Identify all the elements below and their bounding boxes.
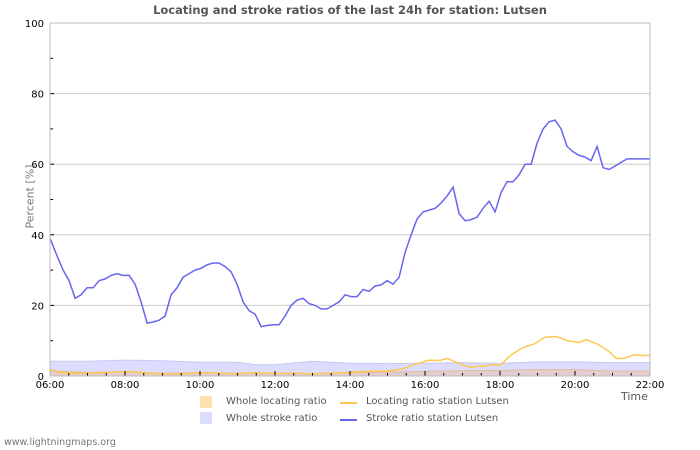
- whole-locating-swatch-icon: [200, 396, 212, 408]
- locating-line-swatch-icon: [340, 402, 357, 404]
- legend-whole-stroke: Whole stroke ratio: [226, 413, 318, 424]
- svg-text:14:00: 14:00: [336, 380, 365, 391]
- y-axis-label: Percent [%]: [23, 164, 37, 229]
- axes: 0 20 40 60 80 100 06:00 08:00 10:00 12:00 14:00 16:…: [25, 19, 665, 391]
- svg-text:40: 40: [31, 231, 44, 242]
- legend-whole-locating: Whole locating ratio: [226, 396, 327, 407]
- x-axis-label: Time: [621, 390, 648, 403]
- svg-text:12:00: 12:00: [261, 380, 290, 391]
- footer-link[interactable]: www.lightningmaps.org: [4, 437, 116, 448]
- svg-text:16:00: 16:00: [411, 380, 440, 391]
- svg-text:100: 100: [25, 19, 44, 30]
- line-series: [49, 119, 650, 375]
- svg-text:60: 60: [31, 160, 44, 171]
- svg-text:10:00: 10:00: [186, 380, 215, 391]
- svg-text:08:00: 08:00: [111, 380, 140, 391]
- chart-title: Locating and stroke ratios of the last 2…: [153, 3, 547, 17]
- stroke-line-swatch-icon: [340, 419, 357, 421]
- legend-stroke-station: Stroke ratio station Lutsen: [366, 413, 499, 424]
- svg-text:0: 0: [38, 372, 44, 383]
- whole-stroke-swatch-icon: [200, 412, 212, 424]
- legend-locating-station: Locating ratio station Lutsen: [366, 396, 509, 407]
- svg-text:20: 20: [31, 301, 44, 312]
- svg-text:80: 80: [31, 90, 44, 101]
- svg-text:20:00: 20:00: [561, 380, 590, 391]
- svg-text:22:00: 22:00: [636, 380, 665, 391]
- gridlines: [50, 22, 650, 306]
- svg-text:18:00: 18:00: [486, 380, 515, 391]
- svg-text:06:00: 06:00: [36, 380, 65, 391]
